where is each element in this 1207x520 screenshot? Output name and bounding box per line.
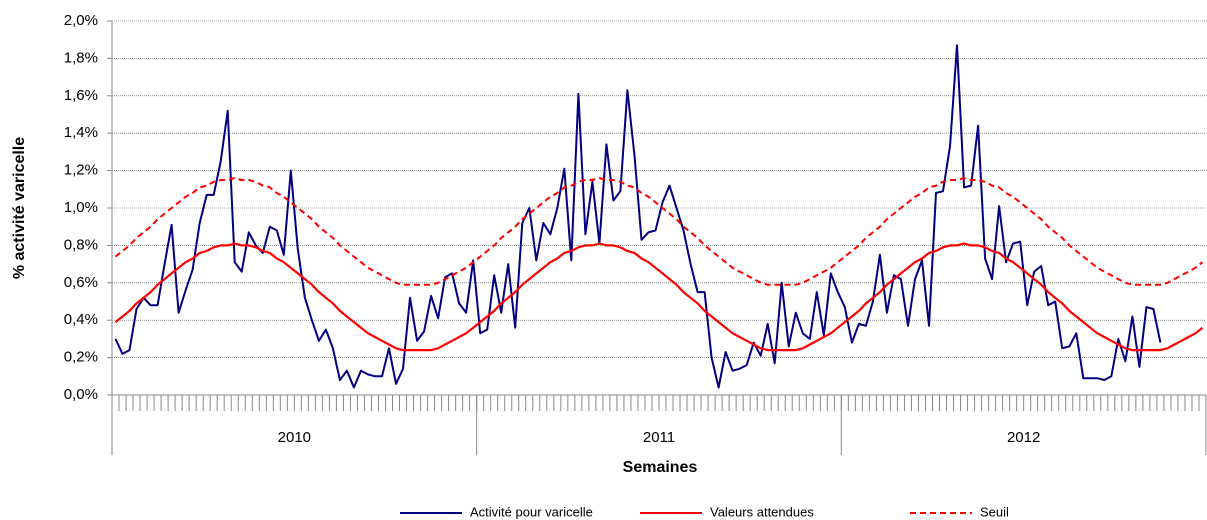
y-tick-label: 1,4% (64, 124, 98, 141)
legend-label: Activité pour varicelle (470, 504, 593, 519)
y-tick-label: 1,0% (64, 199, 98, 216)
y-tick-label: 0,6% (64, 274, 98, 291)
series-line (114, 44, 1162, 389)
y-tick-label: 0,4% (64, 311, 98, 328)
y-tick-label: 0,8% (64, 236, 98, 253)
y-tick-label: 0,2% (64, 349, 98, 366)
y-axis-title: % activité varicelle (11, 137, 28, 279)
x-axis-title: Semaines (623, 459, 698, 476)
series-line (114, 242, 1204, 352)
y-tick-label: 2,0% (64, 12, 98, 29)
legend-label: Valeurs attendues (710, 504, 814, 519)
y-tick-label: 1,2% (64, 162, 98, 179)
group-label: 2011 (643, 429, 675, 446)
group-label: 2012 (1007, 429, 1040, 446)
y-tick-label: 1,8% (64, 49, 98, 66)
group-label: 2010 (278, 429, 311, 446)
y-tick-label: 0,0% (64, 386, 98, 403)
series-line (114, 177, 1204, 286)
y-tick-label: 1,6% (64, 87, 98, 104)
legend-label: Seuil (980, 504, 1009, 519)
